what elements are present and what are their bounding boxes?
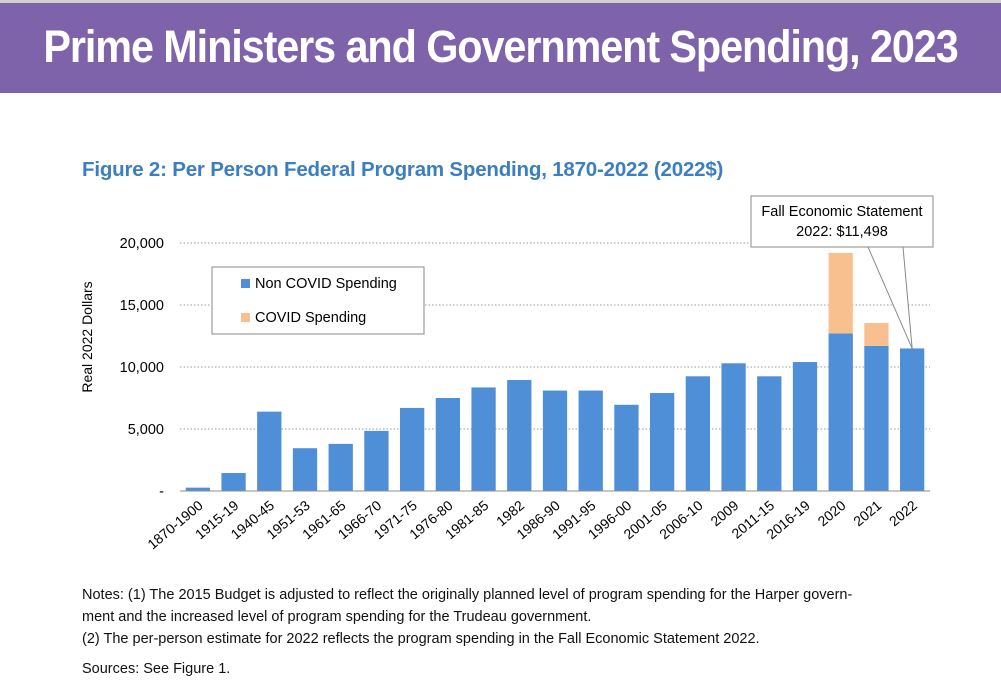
bar-non-covid-2022 [900, 348, 925, 491]
bar-non-covid-1951-53 [292, 448, 318, 491]
notes: Notes: (1) The 2015 Budget is adjusted t… [82, 584, 922, 680]
bar-non-covid-2021 [864, 345, 889, 491]
y-tick-label: 20,000 [120, 236, 164, 252]
sources-note: Sources: See Figure 1. [82, 661, 231, 677]
note-line-1: Notes: (1) The 2015 Budget is adjusted t… [82, 587, 853, 603]
bar-non-covid-1915-19 [221, 473, 246, 491]
x-tick-label: 2022 [886, 497, 920, 529]
bar-non-covid-1991-95 [578, 390, 603, 491]
legend-label-non-covid: Non COVID Spending [255, 276, 397, 292]
x-tick-label: 1870-1900 [144, 497, 206, 552]
bar-non-covid-1981-85 [471, 387, 496, 491]
title-banner: Prime Ministers and Government Spending,… [0, 0, 1001, 93]
bar-non-covid-2016-19 [792, 362, 818, 491]
bar-non-covid-1996-00 [614, 404, 639, 491]
x-axis-tick-labels: 1870-19001915-191940-451951-531961-65196… [144, 497, 920, 552]
bar-non-covid-1971-75 [400, 407, 425, 491]
bar-non-covid-1982 [507, 380, 532, 491]
y-tick-label: 10,000 [120, 360, 164, 376]
bar-non-covid-2011-15 [757, 376, 782, 491]
bar-non-covid-1940-45 [257, 411, 282, 491]
legend-label-covid: COVID Spending [255, 310, 366, 326]
figure-title: Figure 2: Per Person Federal Program Spe… [82, 158, 724, 181]
annotation-callout: Fall Economic Statement 2022: $11,498 [750, 195, 934, 349]
annotation-box [750, 195, 934, 248]
bar-non-covid-1961-65 [328, 443, 353, 491]
y-axis-label: Real 2022 Dollars [79, 281, 95, 392]
bar-non-covid-1870-1900 [185, 487, 210, 491]
legend-swatch-covid [241, 313, 250, 322]
page-title: Prime Ministers and Government Spending,… [43, 21, 958, 72]
legend-swatch-non-covid [241, 279, 250, 288]
bar-non-covid-2006-10 [685, 376, 710, 491]
y-tick-label: - [159, 484, 164, 500]
bar-covid-2021 [864, 322, 889, 346]
bars [185, 252, 925, 491]
annotation-line-1: Fall Economic Statement [761, 204, 922, 220]
y-tick-label: 5,000 [128, 422, 164, 438]
bar-covid-2020 [828, 252, 853, 334]
legend-box [211, 266, 425, 335]
bar-non-covid-2001-05 [650, 393, 675, 491]
bar-non-covid-2009 [721, 363, 746, 491]
legend: Non COVID Spending COVID Spending [211, 266, 425, 335]
x-tick-label: 2021 [850, 497, 884, 529]
y-tick-label: 15,000 [120, 298, 164, 314]
bar-non-covid-1976-80 [435, 398, 460, 491]
annotation-pointer [867, 246, 913, 349]
note-line-3: (2) The per-person estimate for 2022 ref… [82, 631, 760, 647]
bar-non-covid-2020 [828, 333, 853, 491]
bar-non-covid-1966-70 [364, 430, 389, 491]
y-axis-ticks: - 5,000 10,000 15,000 20,000 [120, 236, 165, 500]
annotation-line-2: 2022: $11,498 [796, 224, 888, 240]
note-line-2: ment and the increased level of program … [82, 609, 592, 625]
x-tick-label: 2020 [814, 497, 848, 529]
bar-non-covid-1986-90 [542, 390, 568, 491]
